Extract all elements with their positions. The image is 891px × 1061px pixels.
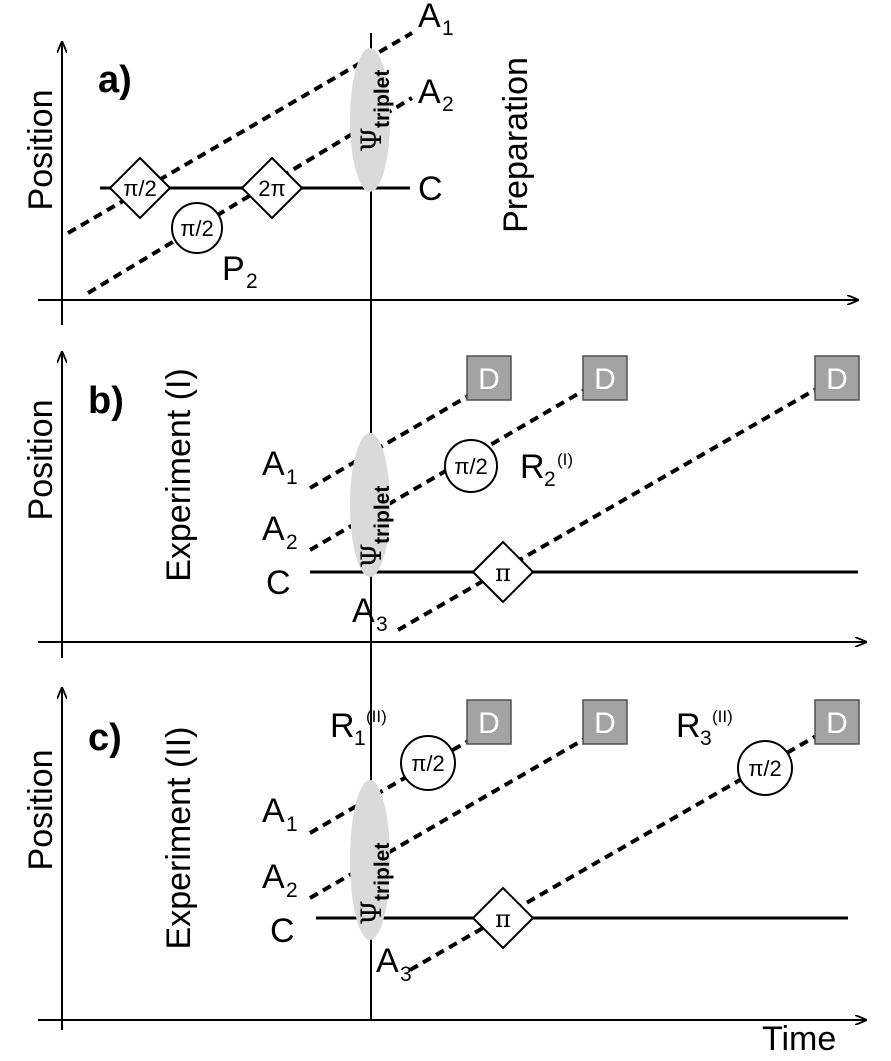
panel-b-label-a2: A: [262, 510, 285, 548]
panel-c-psi-triplet: [350, 780, 390, 940]
panel-b-path-a1: [308, 393, 472, 490]
panel-a-label-a1: A: [418, 0, 441, 35]
panel-b-half-pi-circle: [444, 439, 498, 493]
time-axis-label: Time: [762, 1020, 836, 1058]
panel-a-half-pi-diamond: [108, 156, 172, 220]
panel-c-tag: c): [88, 717, 122, 759]
panel-b-label-r2-sub: 2: [544, 468, 556, 491]
panel-b-detector-2: [582, 355, 628, 401]
panel-a-half-pi-circle: [171, 202, 223, 254]
panel-a-2pi-diamond-label: 2π: [258, 176, 285, 201]
panel-a-title: Preparation: [497, 57, 535, 233]
panel-b-detector-1-label: D: [478, 363, 500, 396]
panel-c-label-r3-sub: 3: [700, 727, 712, 750]
panel-b-detector-1: [466, 355, 512, 401]
panel-c-pi-diamond: [471, 886, 535, 950]
panel-b-label-a3-sub: 3: [376, 613, 388, 636]
panel-b-psi-symbol: Ψ: [355, 543, 388, 568]
panel-b-detector-3-label: D: [826, 363, 848, 396]
panel-c-detector-1-label: D: [478, 707, 500, 740]
panel-a-label-a1-sub: 1: [442, 17, 454, 40]
panel-b-position-label: Position: [22, 400, 60, 521]
panel-a-psi-subscript: triplet: [371, 70, 394, 128]
panel-b: Position b) Experiment (I) Ψ triplet π/2…: [22, 352, 866, 658]
panel-a-label-a2-sub: 2: [442, 93, 454, 116]
panel-c-detector-2: [582, 699, 628, 745]
panel-c-label-r3: R: [676, 707, 701, 745]
panel-a-label-a2: A: [418, 73, 441, 111]
panel-c-half-pi-circle-2: [737, 740, 793, 796]
panel-c-label-a2: A: [262, 858, 285, 896]
panel-c-label-a3-sub: 3: [400, 963, 412, 986]
panel-c-detector-3-label: D: [826, 707, 848, 740]
panel-b-label-c: C: [266, 564, 291, 602]
panel-a-position-label: Position: [22, 90, 60, 211]
panel-b-label-r2: R: [520, 448, 545, 486]
panel-c-detector-2-label: D: [594, 707, 616, 740]
panel-b-detector-3: [814, 355, 860, 401]
panel-b-label-a3: A: [352, 592, 375, 630]
panel-a-tag: a): [98, 59, 132, 101]
panel-c-pi-diamond-label: π: [495, 905, 511, 933]
panel-c-label-r1: R: [330, 707, 355, 745]
panel-b-pi-diamond-label: π: [495, 559, 511, 587]
panel-b-tag: b): [88, 380, 124, 422]
panel-b-psi-subscript: triplet: [371, 486, 394, 544]
panel-c-label-r3-sup: (II): [712, 707, 733, 726]
panel-c-title: Experiment (II): [160, 727, 198, 950]
panel-b-label-r2-sup: (I): [557, 450, 573, 469]
panel-b-half-pi-circle-label: π/2: [454, 454, 488, 479]
panel-c-half-pi-circle-1: [400, 735, 456, 791]
panel-a-psi-triplet: [350, 48, 390, 192]
panel-a-psi-symbol: Ψ: [355, 127, 388, 152]
panel-c-label-a2-sub: 2: [286, 879, 298, 902]
panel-c-label-r1-sup: (II): [366, 707, 387, 726]
panel-a-half-pi-circle-label: π/2: [180, 216, 214, 241]
panel-a-half-pi-diamond-label: π/2: [123, 176, 157, 201]
panel-a-label-c: C: [418, 170, 443, 208]
panel-c-half-pi-circle-2-label: π/2: [748, 756, 782, 781]
panel-b-title: Experiment (I): [160, 368, 198, 582]
panel-b-label-a1-sub: 1: [286, 466, 298, 489]
panel-c-half-pi-circle-1-label: π/2: [411, 751, 445, 776]
panel-c-label-r1-sub: 1: [354, 727, 366, 750]
panel-c-label-c: C: [270, 912, 295, 950]
panel-c-label-a1: A: [262, 792, 285, 830]
panel-b-psi-triplet: [350, 433, 390, 577]
panel-c-position-label: Position: [22, 750, 60, 871]
panel-a-2pi-diamond: [240, 156, 304, 220]
panel-c-psi-subscript: triplet: [371, 843, 394, 901]
panel-c-psi-symbol: Ψ: [355, 900, 388, 925]
panel-a: Position a) Preparation Ψ triplet π/2 2π…: [22, 0, 858, 325]
panel-c-label-a3: A: [376, 942, 399, 980]
panel-b-path-a3: [397, 386, 819, 632]
panel-a-label-p2-sub: 2: [246, 270, 258, 293]
panel-b-label-a2-sub: 2: [286, 531, 298, 554]
panel-c-detector-1: [466, 699, 512, 745]
panel-b-label-a1: A: [262, 445, 285, 483]
panel-b-detector-2-label: D: [594, 363, 616, 396]
panel-b-pi-diamond: [471, 540, 535, 604]
panel-c-label-a1-sub: 1: [286, 813, 298, 836]
panel-c-detector-3: [814, 699, 860, 745]
panel-a-label-p2: P: [222, 250, 245, 288]
panel-c: Position c) Experiment (II) Ψ triplet π/…: [22, 688, 866, 1058]
